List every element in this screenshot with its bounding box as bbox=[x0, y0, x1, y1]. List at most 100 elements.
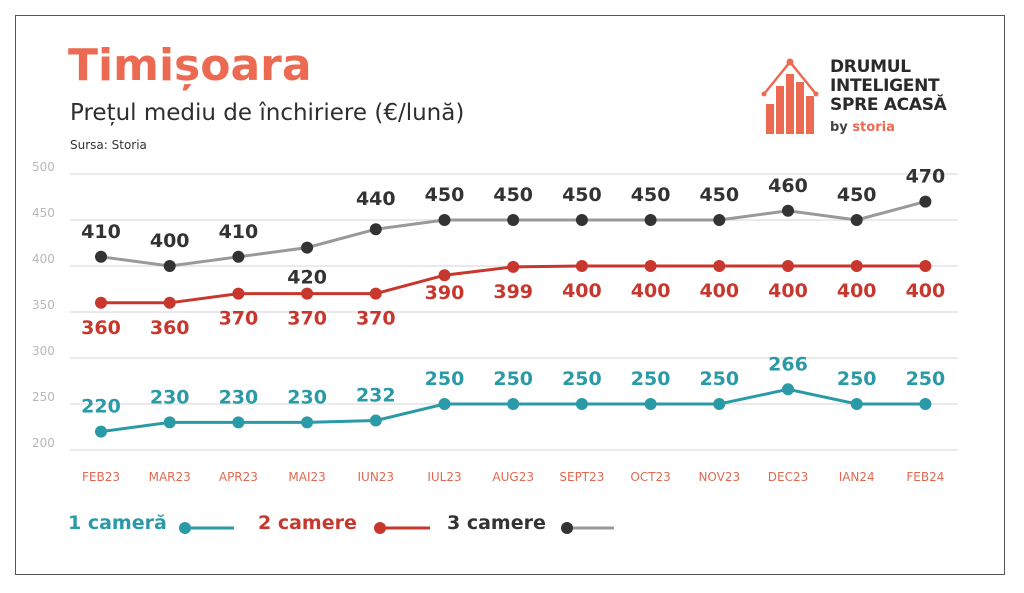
data-point bbox=[507, 260, 520, 273]
data-point bbox=[919, 398, 932, 410]
y-tick-label: 350 bbox=[32, 298, 55, 312]
y-tick-label: 300 bbox=[32, 344, 55, 358]
x-tick-label: DEC23 bbox=[768, 470, 808, 484]
data-point bbox=[95, 425, 107, 438]
data-label: 400 bbox=[631, 280, 671, 302]
data-point bbox=[163, 416, 176, 429]
data-label: 250 bbox=[837, 368, 877, 390]
data-label: 400 bbox=[562, 280, 602, 302]
data-label: 410 bbox=[219, 221, 259, 243]
data-point bbox=[575, 398, 588, 410]
source-note: Sursa: Storia bbox=[70, 138, 147, 152]
data-point bbox=[95, 296, 107, 309]
data-label: 250 bbox=[631, 368, 671, 390]
data-label: 250 bbox=[425, 368, 465, 390]
data-label: 400 bbox=[906, 280, 946, 302]
data-label: 360 bbox=[150, 317, 190, 339]
data-point bbox=[850, 398, 863, 410]
data-label: 230 bbox=[150, 386, 190, 408]
data-point bbox=[850, 260, 863, 272]
data-label: 410 bbox=[81, 221, 121, 243]
x-tick-label: MAR23 bbox=[149, 470, 191, 484]
data-point bbox=[232, 250, 245, 263]
data-label: 470 bbox=[906, 166, 946, 188]
legend-marker-2 bbox=[374, 522, 386, 534]
logo-line-2: INTELIGENT bbox=[830, 76, 940, 96]
data-label: 250 bbox=[562, 368, 602, 390]
data-label: 440 bbox=[356, 188, 396, 210]
logo-brand: storia bbox=[852, 120, 895, 135]
x-tick-label: IAN24 bbox=[839, 470, 875, 484]
legend-item-1-label: 1 cameră bbox=[68, 512, 167, 534]
x-tick-label: APR23 bbox=[219, 470, 258, 484]
logo-byline: by storia bbox=[830, 120, 895, 135]
data-label: 370 bbox=[219, 308, 259, 330]
data-point bbox=[713, 260, 726, 272]
data-point bbox=[301, 416, 314, 429]
y-tick-label: 500 bbox=[32, 160, 55, 174]
data-point bbox=[232, 416, 245, 429]
data-label: 230 bbox=[287, 386, 327, 408]
data-point bbox=[644, 214, 657, 226]
data-label: 450 bbox=[631, 184, 671, 206]
data-point bbox=[850, 214, 863, 226]
y-tick-label: 250 bbox=[32, 390, 55, 404]
legend-item-3-label: 3 camere bbox=[447, 512, 546, 534]
legend-item-2-label: 2 camere bbox=[258, 512, 357, 534]
data-point bbox=[507, 214, 520, 226]
data-point bbox=[95, 250, 107, 263]
data-label: 230 bbox=[219, 386, 259, 408]
x-tick-label: MAI23 bbox=[288, 470, 325, 484]
data-point bbox=[575, 260, 588, 272]
y-tick-label: 400 bbox=[32, 252, 55, 266]
data-label: 450 bbox=[493, 184, 533, 206]
data-label: 450 bbox=[562, 184, 602, 206]
x-tick-label: NOV23 bbox=[698, 470, 740, 484]
data-label: 360 bbox=[81, 317, 121, 339]
x-tick-label: AUG23 bbox=[492, 470, 534, 484]
data-label: 450 bbox=[425, 184, 465, 206]
x-tick-label: IUL23 bbox=[427, 470, 461, 484]
data-label: 400 bbox=[768, 280, 808, 302]
legend-marker-1 bbox=[179, 522, 191, 534]
data-point bbox=[163, 260, 176, 272]
page-title: Timișoara bbox=[68, 40, 312, 91]
chart-subtitle: Prețul mediu de închiriere (€/lună) bbox=[70, 100, 465, 126]
chart-frame bbox=[15, 15, 1005, 575]
data-point bbox=[919, 195, 932, 208]
data-point bbox=[644, 260, 657, 272]
data-point bbox=[644, 398, 657, 410]
y-tick-label: 200 bbox=[32, 436, 55, 450]
logo-line-3: SPRE ACASĂ bbox=[830, 95, 947, 115]
brand-logo: DRUMUL INTELIGENT SPRE ACASĂ by storia bbox=[760, 56, 980, 140]
x-tick-label: FEB24 bbox=[906, 470, 944, 484]
data-label: 250 bbox=[906, 368, 946, 390]
logo-text: DRUMUL INTELIGENT SPRE ACASĂ bbox=[830, 58, 947, 115]
data-label: 450 bbox=[699, 184, 739, 206]
data-point bbox=[438, 269, 451, 282]
data-label: 232 bbox=[356, 385, 396, 407]
data-point bbox=[369, 223, 382, 236]
data-point bbox=[232, 287, 245, 300]
data-point bbox=[713, 214, 726, 226]
legend-marker-3 bbox=[561, 522, 573, 534]
data-point bbox=[919, 260, 932, 272]
logo-line-1: DRUMUL bbox=[830, 57, 911, 77]
data-label: 370 bbox=[356, 308, 396, 330]
data-point bbox=[713, 398, 726, 410]
data-point bbox=[782, 204, 794, 217]
data-label: 400 bbox=[150, 230, 190, 252]
data-label: 400 bbox=[699, 280, 739, 302]
data-point bbox=[369, 414, 382, 427]
house-bars-icon bbox=[761, 58, 819, 134]
data-point bbox=[575, 214, 588, 226]
data-label: 370 bbox=[287, 308, 327, 330]
data-point bbox=[782, 383, 794, 396]
data-point bbox=[438, 214, 451, 226]
y-tick-label: 450 bbox=[32, 206, 55, 220]
x-tick-label: SEPT23 bbox=[559, 470, 604, 484]
data-point bbox=[301, 241, 314, 254]
data-point bbox=[507, 398, 520, 410]
logo-by: by bbox=[830, 120, 848, 135]
